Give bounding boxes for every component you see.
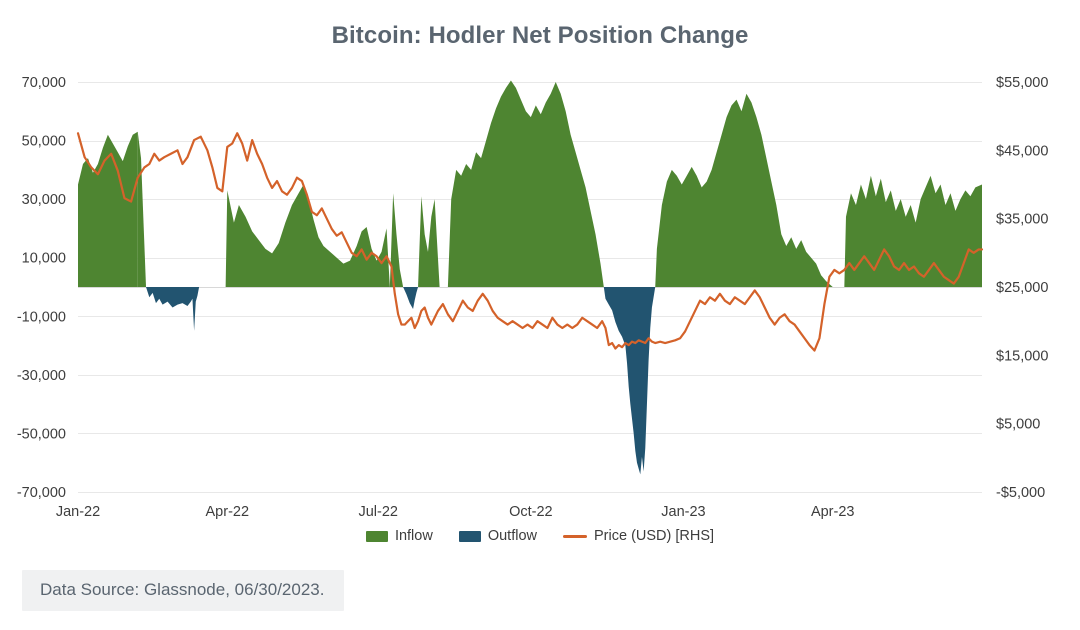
x-axis-tick-label: Jan-23	[661, 504, 705, 520]
price-line	[76, 132, 984, 352]
y2-axis-tick-label: $5,000	[996, 417, 1040, 433]
chart-legend: Inflow Outflow Price (USD) [RHS]	[0, 528, 1080, 544]
y2-axis-tick-label: $45,000	[996, 143, 1048, 159]
y-axis-tick-label: -50,000	[17, 426, 66, 442]
y-axis-tick-label: 30,000	[22, 192, 66, 208]
legend-item-inflow[interactable]: Inflow	[365, 528, 433, 544]
outflow-area	[603, 287, 656, 475]
legend-label-inflow: Inflow	[394, 528, 433, 544]
inflow-area	[447, 80, 604, 287]
legend-label-price: Price (USD) [RHS]	[594, 528, 715, 544]
outflow-area	[146, 287, 200, 331]
outflow-area	[403, 287, 419, 309]
legend-swatch-outflow	[458, 530, 481, 542]
inflow-area	[78, 131, 138, 287]
inflow-area	[418, 196, 440, 287]
y-axis-tick-label: 50,000	[22, 134, 66, 150]
inflow-area	[655, 93, 833, 288]
x-axis-tick-label: Jan-22	[56, 504, 100, 520]
y2-axis-tick-label: $15,000	[996, 348, 1048, 364]
data-source-note: Data Source: Glassnode, 06/30/2023.	[22, 570, 345, 611]
y2-axis-tick-label: $35,000	[996, 212, 1048, 228]
x-axis-tick-label: Oct-22	[509, 504, 553, 520]
inflow-area	[137, 131, 147, 287]
x-axis-tick-label: Apr-22	[206, 504, 250, 520]
y-axis-tick-label: 10,000	[22, 251, 66, 267]
y-axis-tick-label: -30,000	[17, 368, 66, 384]
inflow-area	[225, 184, 390, 287]
legend-label-outflow: Outflow	[487, 528, 537, 544]
y-axis-tick-label: -70,000	[17, 485, 66, 501]
y2-axis-tick-label: $55,000	[996, 75, 1048, 91]
y-axis-tick-label: 70,000	[22, 75, 66, 91]
legend-swatch-inflow	[365, 530, 388, 542]
y2-axis-tick-label: -$5,000	[996, 485, 1045, 501]
page-title: Bitcoin: Hodler Net Position Change	[331, 22, 749, 49]
legend-line-price	[563, 534, 587, 538]
y2-axis-tick-label: $25,000	[996, 280, 1048, 296]
inflow-area	[389, 193, 404, 287]
y-axis-tick-label: -10,000	[17, 309, 66, 325]
x-axis-tick-label: Jul-22	[358, 504, 398, 520]
legend-item-price[interactable]: Price (USD) [RHS]	[563, 528, 714, 544]
legend-item-outflow[interactable]: Outflow	[458, 528, 537, 544]
x-axis-tick-label: Apr-23	[811, 504, 855, 520]
